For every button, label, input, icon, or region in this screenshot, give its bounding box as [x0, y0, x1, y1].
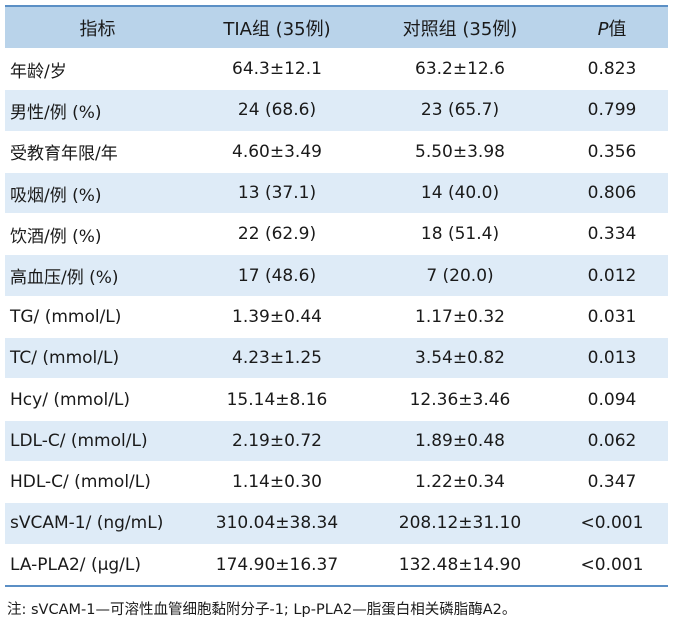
baseline-comparison-table: 指标 TIA组 (35例) 对照组 (35例) P值 年龄/岁 64.3±12.…: [5, 5, 668, 587]
control-value: 7 (20.0): [364, 254, 556, 297]
header-row: 指标 TIA组 (35例) 对照组 (35例) P值: [5, 5, 668, 49]
control-value: 12.36±3.46: [364, 378, 556, 421]
control-value: 5.50±3.98: [364, 131, 556, 173]
table-body: 年龄/岁 64.3±12.1 63.2±12.6 0.823 男性/例 (%) …: [5, 48, 668, 587]
row-label: 吸烟/例 (%): [5, 172, 190, 215]
row-label: Hcy/ (mmol/L): [5, 378, 190, 421]
tia-value: 174.90±16.37: [190, 544, 364, 587]
p-value: 0.012: [556, 254, 668, 297]
table-row: 饮酒/例 (%) 22 (62.9) 18 (51.4) 0.334: [5, 213, 668, 256]
table-row: Hcy/ (mmol/L) 15.14±8.16 12.36±3.46 0.09…: [5, 378, 668, 421]
tia-value: 22 (62.9): [190, 213, 364, 256]
table-header: 指标 TIA组 (35例) 对照组 (35例) P值: [5, 5, 668, 49]
table-row: TG/ (mmol/L) 1.39±0.44 1.17±0.32 0.031: [5, 296, 668, 339]
header-p-suffix: 值: [608, 18, 627, 40]
table-row: 吸烟/例 (%) 13 (37.1) 14 (40.0) 0.806: [5, 172, 668, 215]
row-label: TC/ (mmol/L): [5, 337, 190, 380]
control-value: 1.22±0.34: [364, 461, 556, 504]
p-value: 0.031: [556, 296, 668, 339]
row-label: TG/ (mmol/L): [5, 296, 190, 339]
table-row: 男性/例 (%) 24 (68.6) 23 (65.7) 0.799: [5, 89, 668, 132]
tia-value: 2.19±0.72: [190, 420, 364, 462]
control-value: 63.2±12.6: [364, 48, 556, 91]
row-label: LA-PLA2/ (μg/L): [5, 544, 190, 587]
tia-value: 17 (48.6): [190, 254, 364, 297]
control-value: 3.54±0.82: [364, 337, 556, 380]
p-value: 0.823: [556, 48, 668, 91]
header-indicator: 指标: [5, 5, 190, 49]
table-row: 年龄/岁 64.3±12.1 63.2±12.6 0.823: [5, 48, 668, 91]
p-value: 0.094: [556, 378, 668, 421]
row-label: sVCAM-1/ (ng/mL): [5, 502, 190, 545]
row-label: 高血压/例 (%): [5, 254, 190, 297]
tia-value: 24 (68.6): [190, 89, 364, 132]
tia-value: 4.23±1.25: [190, 337, 364, 380]
row-label: LDL-C/ (mmol/L): [5, 420, 190, 462]
control-value: 132.48±14.90: [364, 544, 556, 587]
control-value: 14 (40.0): [364, 172, 556, 215]
header-p-value: P值: [556, 5, 668, 49]
table-footnote: 注: sVCAM-1—可溶性血管细胞黏附分子-1; Lp-PLA2—脂蛋白相关磷…: [7, 602, 517, 618]
p-value: 0.347: [556, 461, 668, 504]
control-value: 1.89±0.48: [364, 420, 556, 462]
row-label: 男性/例 (%): [5, 89, 190, 132]
tia-value: 64.3±12.1: [190, 48, 364, 91]
table-row: TC/ (mmol/L) 4.23±1.25 3.54±0.82 0.013: [5, 337, 668, 380]
table-row: LA-PLA2/ (μg/L) 174.90±16.37 132.48±14.9…: [5, 544, 668, 587]
p-value: <0.001: [556, 544, 668, 587]
row-label: 饮酒/例 (%): [5, 213, 190, 256]
p-value: 0.334: [556, 213, 668, 256]
p-value: 0.013: [556, 337, 668, 380]
control-value: 1.17±0.32: [364, 296, 556, 339]
control-value: 18 (51.4): [364, 213, 556, 256]
row-label: 受教育年限/年: [5, 131, 190, 173]
tia-value: 15.14±8.16: [190, 378, 364, 421]
row-label: 年龄/岁: [5, 48, 190, 91]
header-tia-group: TIA组 (35例): [190, 5, 364, 49]
p-value: 0.062: [556, 420, 668, 462]
row-label: HDL-C/ (mmol/L): [5, 461, 190, 504]
control-value: 23 (65.7): [364, 89, 556, 132]
tia-value: 13 (37.1): [190, 172, 364, 215]
tia-value: 1.39±0.44: [190, 296, 364, 339]
header-control-group: 对照组 (35例): [364, 5, 556, 49]
p-value: <0.001: [556, 502, 668, 545]
table-row: 受教育年限/年 4.60±3.49 5.50±3.98 0.356: [5, 131, 668, 173]
table-row: LDL-C/ (mmol/L) 2.19±0.72 1.89±0.48 0.06…: [5, 420, 668, 462]
p-value: 0.799: [556, 89, 668, 132]
tia-value: 4.60±3.49: [190, 131, 364, 173]
control-value: 208.12±31.10: [364, 502, 556, 545]
header-p-letter: P: [597, 18, 609, 40]
table-row: sVCAM-1/ (ng/mL) 310.04±38.34 208.12±31.…: [5, 502, 668, 545]
tia-value: 1.14±0.30: [190, 461, 364, 504]
tia-value: 310.04±38.34: [190, 502, 364, 545]
table-row: HDL-C/ (mmol/L) 1.14±0.30 1.22±0.34 0.34…: [5, 461, 668, 504]
p-value: 0.806: [556, 172, 668, 215]
table-row: 高血压/例 (%) 17 (48.6) 7 (20.0) 0.012: [5, 254, 668, 297]
baseline-table-container: 指标 TIA组 (35例) 对照组 (35例) P值 年龄/岁 64.3±12.…: [5, 5, 668, 587]
p-value: 0.356: [556, 131, 668, 173]
